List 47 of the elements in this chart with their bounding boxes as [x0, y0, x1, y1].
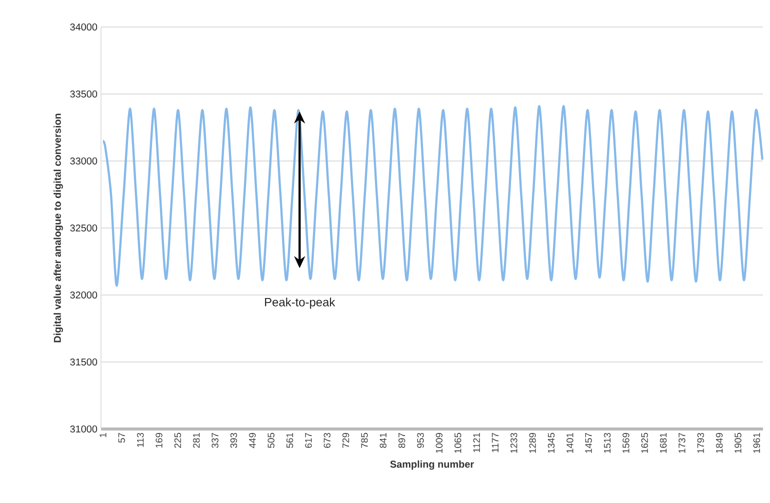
line-series	[102, 104, 764, 287]
x-tick-label: 897	[398, 432, 406, 448]
x-tick-label: 729	[342, 432, 350, 448]
y-tick-label: 32000	[70, 291, 98, 299]
x-tick-label: 169	[156, 432, 162, 448]
x-tick-label: 561	[286, 432, 294, 448]
x-tick-label: 505	[268, 432, 274, 448]
x-tick-label: 1009	[436, 432, 443, 453]
x-tick-label: 1849	[716, 432, 723, 453]
x-tick-label: 953	[417, 432, 424, 448]
x-tick-label: 617	[305, 432, 312, 448]
x-tick-label: 1513	[604, 432, 611, 453]
x-tick-label: 785	[361, 432, 368, 448]
x-tick-label: 1065	[454, 432, 462, 453]
x-tick-label: 1177	[492, 432, 498, 452]
x-tick-label: 337	[212, 432, 218, 448]
x-tick-label: 841	[380, 432, 386, 448]
x-tick-label: 1233	[510, 432, 518, 453]
y-tick-label: 33000	[70, 157, 98, 165]
x-tick-label: 1	[100, 432, 106, 438]
x-tick-label: 449	[249, 432, 256, 448]
x-tick-label: 1625	[641, 432, 648, 453]
x-tick-label: 225	[174, 432, 182, 448]
x-tick-label: 281	[193, 432, 200, 448]
y-axis-title: Digital value after analogue to digital conversion	[54, 114, 63, 342]
y-tick-label: 33500	[70, 90, 98, 98]
x-tick-label: 1401	[566, 432, 574, 453]
x-tick-label: 1121	[473, 432, 480, 452]
x-tick-label: 1905	[734, 432, 742, 453]
annotation: Peak-to-peak	[265, 298, 336, 309]
x-tick-label: 1737	[678, 432, 686, 453]
x-tick-label: 1961	[753, 432, 760, 453]
x-tick-label: 113	[137, 432, 144, 447]
x-tick-label: 57	[118, 432, 125, 443]
x-tick-label: 1681	[660, 432, 667, 453]
x-tick-label: 673	[324, 432, 330, 448]
x-tick-label: 1569	[622, 432, 630, 453]
x-axis-title: Sampling number	[390, 460, 474, 470]
y-tick-label: 31500	[70, 358, 98, 366]
x-tick-label: 1457	[585, 432, 592, 453]
x-tick-label: 1793	[697, 432, 704, 453]
y-tick-label: 34000	[70, 23, 98, 31]
x-tick-label: 393	[230, 432, 238, 448]
x-tick-label: 1289	[529, 432, 536, 453]
x-tick-label: 1345	[548, 432, 555, 453]
y-tick-label: 32500	[70, 224, 98, 232]
y-tick-label: 31000	[70, 425, 98, 433]
